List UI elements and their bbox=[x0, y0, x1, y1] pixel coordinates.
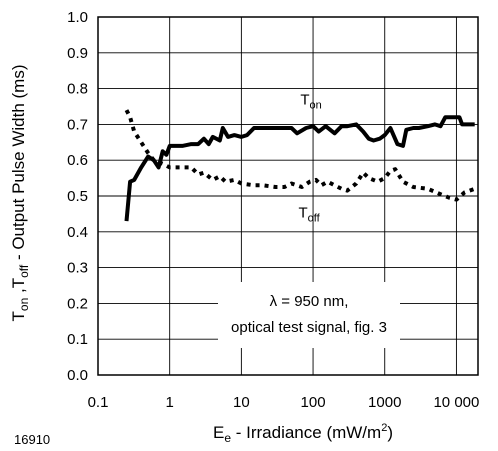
tick-labels: 0.00.10.20.30.40.50.60.70.80.91.00.1 1 10 1… bbox=[67, 9, 479, 411]
annotation-line-2: optical test signal, fig. 3 bbox=[231, 319, 387, 336]
series-label-ton: Ton bbox=[300, 92, 321, 112]
series-line-ton bbox=[124, 115, 475, 222]
x-tick-label: 10 bbox=[233, 394, 250, 411]
y-tick-label: 0.9 bbox=[67, 45, 88, 62]
y-tick-label: 0.8 bbox=[67, 81, 88, 98]
series-label-toff: Toff bbox=[298, 204, 320, 224]
series-line-toff bbox=[124, 109, 476, 202]
series-layer bbox=[124, 109, 476, 222]
y-axis-title: Ton ,Toff - Output Pulse Width (ms) bbox=[9, 65, 31, 322]
y-tick-label: 0.6 bbox=[67, 152, 88, 169]
x-tick-label: 0.1 bbox=[88, 394, 109, 411]
x-tick-label: 10 000 bbox=[433, 394, 479, 411]
y-tick-label: 0.4 bbox=[67, 224, 88, 241]
annotation-line-1: λ = 950 nm, bbox=[270, 293, 349, 310]
figure-id: 16910 bbox=[14, 432, 50, 447]
y-tick-label: 0.5 bbox=[67, 188, 88, 205]
x-axis-title: Ee - Irradiance (mW/m2) bbox=[213, 422, 393, 445]
x-tick-label: 1 bbox=[166, 394, 174, 411]
y-tick-label: 0.1 bbox=[67, 331, 88, 348]
annotation-box: λ = 950 nm, optical test signal, fig. 3 bbox=[218, 282, 400, 348]
x-tick-label: 1000 bbox=[368, 394, 401, 411]
plot-frame bbox=[97, 16, 479, 376]
y-tick-label: 0.0 bbox=[67, 367, 88, 384]
y-tick-label: 0.2 bbox=[67, 295, 88, 312]
y-tick-label: 0.7 bbox=[67, 116, 88, 133]
x-tick-label: 100 bbox=[301, 394, 326, 411]
y-tick-label: 0.3 bbox=[67, 260, 88, 277]
y-tick-label: 1.0 bbox=[67, 9, 88, 26]
